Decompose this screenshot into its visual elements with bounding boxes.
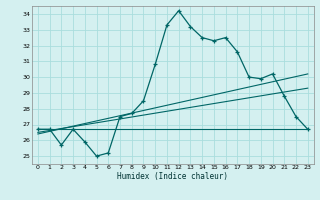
X-axis label: Humidex (Indice chaleur): Humidex (Indice chaleur)	[117, 172, 228, 181]
